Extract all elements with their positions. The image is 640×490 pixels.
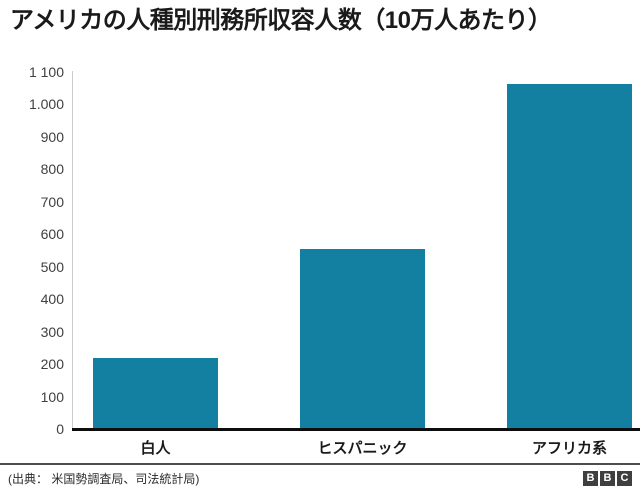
y-tick-label: 900: [40, 128, 64, 145]
y-tick-label: 600: [40, 226, 64, 243]
footer-divider: [0, 463, 640, 465]
x-category-label: ヒスパニック: [317, 440, 408, 457]
y-tick-label: 400: [40, 291, 64, 308]
x-category-label: 白人: [140, 440, 171, 457]
y-tick-label: 300: [40, 323, 64, 340]
y-tick-label: 800: [40, 161, 64, 178]
y-tick-label: 1 100: [28, 64, 64, 80]
bbc-logo-block: C: [617, 470, 632, 486]
y-tick-label: 1.000: [28, 96, 64, 113]
bar-2: [300, 249, 425, 428]
bbc-logo-block: B: [600, 470, 615, 486]
y-tick-label: 200: [40, 356, 64, 373]
bbc-logo-block: B: [583, 470, 598, 486]
y-axis-line: [72, 71, 73, 428]
y-tick-label: 700: [40, 193, 64, 210]
x-axis-line: [72, 428, 640, 431]
y-tick-label: 0: [56, 421, 64, 437]
y-tick-label: 100: [40, 388, 64, 405]
bar-chart: 0 100 200 300 400 500 600 700 800 900 1.000 1 100 白…: [0, 55, 640, 460]
y-tick-label: 500: [40, 258, 64, 275]
bar-1: [93, 358, 218, 428]
bar-3: [507, 84, 632, 428]
x-category-label: アフリカ系: [531, 440, 607, 457]
chart-title: アメリカの人種別刑務所収容人数（10万人あたり）: [10, 7, 552, 34]
source-text: (出典： 米国勢調査局、司法統計局): [8, 471, 200, 486]
